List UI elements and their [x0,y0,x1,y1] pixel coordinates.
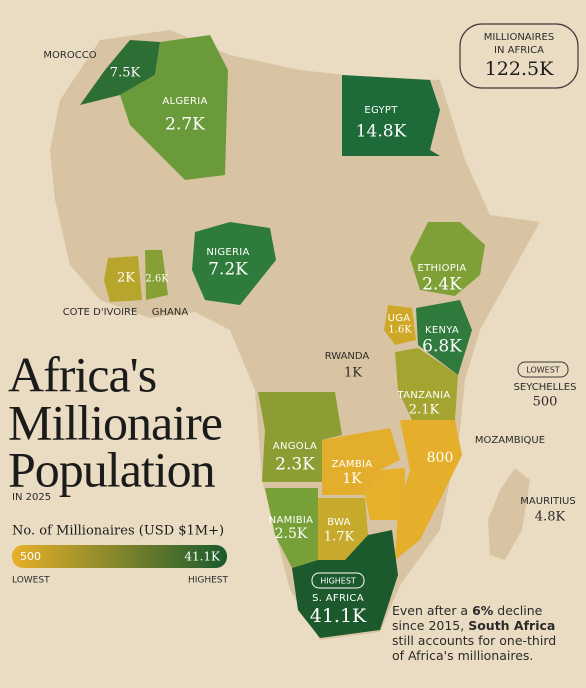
madagascar [488,468,530,560]
country-shape [120,35,228,180]
country-shape [318,498,368,560]
subtitle: IN 2025 [12,492,51,503]
country-value: 2.1K [409,403,440,418]
legend-min-label: LOWEST [12,576,50,586]
country-value: 1K [344,366,362,381]
legend-min: 500 [20,550,41,563]
country-name: S. AFRICA [312,593,364,604]
country-value: 1.7K [324,530,355,545]
title: Millionaire [8,394,222,450]
country-value: 2.4K [422,275,462,295]
country-name: GHANA [152,307,189,318]
country-shape [395,348,458,420]
country-value: 2.6K [145,274,169,285]
country-value: 2.5K [275,526,308,542]
tag-box [311,572,365,589]
country-shape [410,222,485,296]
zimbabwe [365,468,405,520]
total-box [459,23,579,89]
country-name: MOROCCO [43,50,96,61]
country-shape [258,392,342,482]
country-name: NIGERIA [206,247,249,258]
country-shape [342,75,440,156]
country-name: UGA [388,313,411,324]
total-value: 122.5K [485,58,554,80]
tag: LOWEST [526,366,560,375]
country-name: SEYCHELLES [514,382,577,393]
note: Even after a 6% decline since 2015, Sout… [392,603,572,663]
country-name: NAMIBIA [269,515,314,526]
country-name: ALGERIA [162,96,207,107]
legend-bar [12,545,227,568]
country-value: 7.5K [110,66,141,81]
country-value: 2.3K [275,455,315,475]
country-name: ZAMBIA [332,459,373,470]
legend-title: No. of Millionaires (USD $1M+) [12,524,224,539]
country-shape [265,488,318,568]
country-value: 2K [117,271,135,286]
note-text: 6% [472,603,494,618]
legend-max-label: HIGHEST [188,576,229,586]
country-value: 500 [533,395,558,410]
country-value: 6.8K [422,337,462,357]
country-shape [384,305,416,345]
country-value: 800 [427,450,454,466]
country-name: COTE D'IVOIRE [63,307,138,318]
country-shape [322,428,400,495]
country-value: 1.6K [388,325,412,336]
note-text: Even after a [392,603,473,618]
country-shape [145,250,168,300]
country-name: MAURITIUS [520,496,575,507]
country-shape [416,300,472,375]
note-text: still accounts for one-third of Africa's… [392,633,557,663]
country-value: 7.2K [208,260,248,280]
country-shape [104,256,142,302]
country-name: TANZANIA [396,390,450,401]
country-value: 41.1K [310,605,367,627]
country-name: ETHIOPIA [418,263,467,274]
country-name: ANGOLA [273,441,317,452]
country-shape [192,222,276,305]
country-shape [80,40,160,105]
country-value: 1K [342,471,362,487]
country-shape [292,530,398,638]
country-name: RWANDA [325,351,370,362]
tag: HIGHEST [320,577,356,586]
title: Africa's [8,346,156,402]
note-text: decline since 2015, [392,603,543,633]
country-value: 2.7K [165,115,205,135]
country-name: BWA [327,517,351,528]
total-label: MILLIONAIRES [484,32,554,43]
country-value: 14.8K [356,122,407,142]
total-label: IN AFRICA [494,45,544,56]
tag-box [517,361,569,378]
country-value: 4.8K [535,510,566,525]
title: Population [8,441,216,497]
note-text: South Africa [468,618,556,633]
country-name: MOZAMBIQUE [475,435,545,446]
country-name: KENYA [425,325,459,336]
country-name: EGYPT [364,105,398,116]
country-shape [395,420,462,560]
legend-max: 41.1K [184,550,221,564]
